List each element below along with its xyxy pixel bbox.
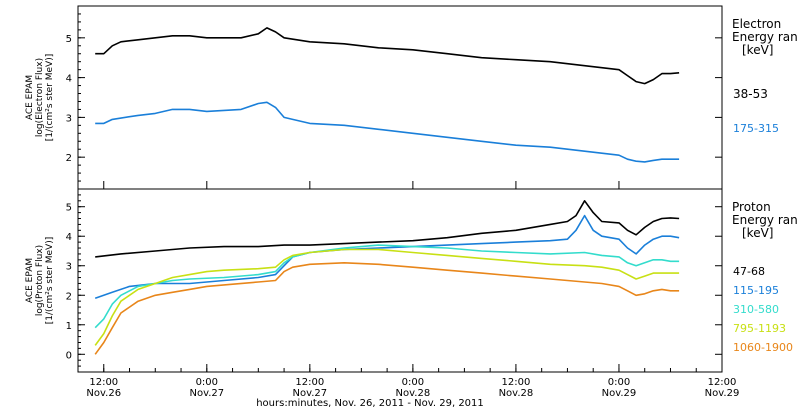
legend-entry-175-315: 175-315	[733, 122, 779, 135]
x-tick-time: 12:00	[502, 377, 531, 388]
plot-frame	[77, 188, 723, 373]
electron-flux-panel: 2 3 4 5 ACE EPAM log(Electron Flux) [1/(cm²s s…	[25, 5, 798, 190]
y-axis-label-line: [1/(cm²s ster MeV)]	[45, 54, 55, 141]
y-tick-label: 2	[66, 291, 72, 302]
series-line-175-315	[95, 101, 680, 163]
legend-title-line: Energy ran	[732, 30, 798, 44]
legend-entry-310-580: 310-580	[733, 303, 779, 316]
series-line-795-1193	[94, 248, 680, 346]
x-tick-time: 12:00	[295, 377, 324, 388]
x-tick-date: Nov.28	[499, 388, 534, 399]
legend-entry-47-68: 47-68	[733, 265, 765, 278]
legend-entry-795-1193: 795-1193	[733, 322, 786, 335]
y-tick-label: 3	[66, 262, 72, 273]
x-tick-time: 12:00	[708, 377, 737, 388]
x-tick-time: 12:00	[89, 377, 118, 388]
series-line-310-580	[94, 244, 680, 329]
legend-entry-38-53: 38-53	[733, 87, 768, 101]
plot-frame	[77, 5, 723, 190]
y-axis-label-line: ACE EPAM	[25, 258, 35, 303]
y-tick-label: 5	[66, 34, 72, 45]
legend-title-line: [keV]	[742, 43, 773, 57]
legend-title-line: [keV]	[742, 226, 773, 240]
x-tick-time: 0:00	[608, 377, 630, 388]
legend-title-line: Electron	[732, 17, 781, 31]
x-tick-time: 0:00	[402, 377, 424, 388]
x-axis-label: hours:minutes, Nov. 26, 2011 - Nov. 29, …	[256, 398, 484, 409]
legend-title-line: Energy ran	[732, 213, 798, 227]
series-line-38-53	[95, 27, 680, 85]
y-axis-label-line: log(Electron Flux)	[35, 58, 45, 137]
y-tick-label: 4	[66, 232, 72, 243]
series-line-47-68	[95, 200, 680, 258]
x-tick-date: Nov.28	[396, 388, 431, 399]
x-tick-date: Nov.27	[189, 388, 224, 399]
x-tick-date: Nov.29	[705, 388, 740, 399]
time-axis: 12:00Nov.260:00Nov.2712:00Nov.270:00Nov.…	[77, 181, 740, 409]
legend-entry-115-195: 115-195	[733, 284, 779, 297]
y-tick-label: 2	[66, 153, 72, 164]
y-tick-label: 1	[66, 321, 72, 332]
legend-title-line: Proton	[732, 200, 771, 214]
y-axis-label-line: [1/(cm²s ster MeV)]	[45, 237, 55, 324]
y-axis-label-line: ACE EPAM	[25, 75, 35, 120]
y-tick-label: 0	[66, 350, 72, 361]
y-tick-label: 5	[66, 203, 72, 214]
x-tick-time: 0:00	[196, 377, 218, 388]
series-line-1060-1900	[94, 261, 680, 355]
proton-flux-panel: 0 1 2 3 4 5 ACE EPAM log(Proton Flux) [1/(cm²s s…	[25, 188, 798, 373]
legend-entry-1060-1900: 1060-1900	[733, 341, 793, 354]
y-tick-label: 3	[66, 113, 72, 124]
x-tick-date: Nov.27	[293, 388, 328, 399]
x-tick-date: Nov.29	[602, 388, 637, 399]
x-tick-date: Nov.26	[86, 388, 121, 399]
y-axis-label-line: log(Proton Flux)	[35, 245, 45, 316]
y-tick-label: 4	[66, 74, 72, 85]
series-line-115-195	[94, 214, 680, 299]
